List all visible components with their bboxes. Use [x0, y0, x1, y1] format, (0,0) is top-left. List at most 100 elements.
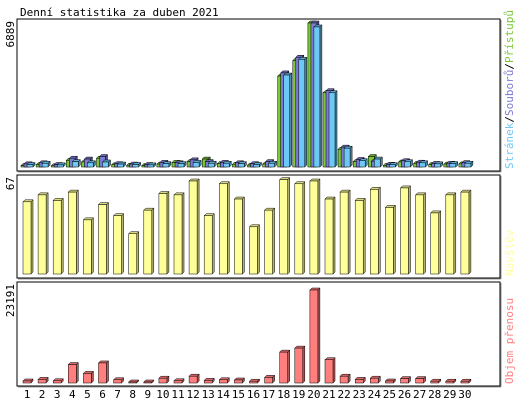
bar-bottom-Objem přenosu-day-12 [188, 375, 198, 384]
bar-side [287, 177, 290, 275]
legend-separator: / [503, 63, 516, 70]
bar-top [294, 345, 306, 349]
x-tick-label-day-5: 5 [84, 388, 91, 401]
bar-top-Stránek-day-20 [313, 26, 321, 168]
bar-middle-Návštěv-day-13 [203, 215, 213, 275]
bar-middle-Návštěv-day-7 [113, 215, 122, 275]
bar-middle-Návštěv-day-16 [249, 226, 258, 275]
bar-side [45, 192, 49, 275]
bar-middle-Návštěv-day-2 [37, 194, 47, 275]
bar-top-Stránek-day-2 [41, 162, 49, 168]
bar-top [414, 192, 427, 196]
chart-panels: 6889Stránek/Souborů/Přístupů67Návštěv231… [4, 10, 516, 388]
bar-top [460, 189, 472, 193]
bar-bottom-Objem přenosu-day-7 [113, 379, 122, 384]
bar-top [430, 210, 442, 214]
x-tick-label-day-28: 28 [428, 388, 441, 401]
bar-bottom-Objem přenosu-day-17 [264, 377, 273, 384]
x-axis-day-labels: 1 2 3 4 5 6 7 8 9 10 11 12 13 14 15 16 17 18 19 20 21 22 23 24 2… [24, 388, 472, 401]
bar-side [76, 189, 79, 275]
bar-top-Stránek-day-18 [283, 74, 290, 168]
bar-top [233, 377, 246, 381]
bar-top [430, 378, 442, 382]
bar-top [203, 378, 215, 381]
bar-top-Stránek-day-19 [298, 59, 306, 168]
bar-side [211, 213, 215, 275]
bar-top [97, 360, 110, 364]
bar-top-Stránek-day-4 [72, 161, 79, 168]
bar-bottom-Objem přenosu-day-11 [173, 380, 183, 384]
legend-item: Návštěv [503, 229, 516, 276]
bar-top [279, 177, 291, 180]
bar-side [362, 197, 366, 275]
y-max-label: 67 [4, 177, 17, 190]
bar-top-Stránek-day-11 [177, 163, 185, 168]
bar-top-Stránek-day-28 [434, 163, 441, 168]
bar-bottom-Objem přenosu-day-6 [98, 362, 107, 384]
bar-top [279, 349, 291, 353]
bar-side [181, 192, 185, 275]
bar-middle-Návštěv-day-17 [264, 209, 273, 275]
bar-side [302, 345, 306, 384]
x-tick-label-day-30: 30 [458, 388, 471, 401]
panel-frame [16, 281, 501, 387]
bar-bottom-Objem přenosu-day-10 [158, 377, 168, 384]
bar-middle-Návštěv-day-6 [98, 204, 107, 275]
bar-top-Stránek-day-12 [192, 162, 200, 168]
bar-top [97, 202, 110, 205]
bar-top [294, 181, 306, 185]
bar-side [438, 210, 441, 275]
bar-bottom-Objem přenosu-day-28 [430, 380, 439, 384]
bar-top-Stránek-day-23 [358, 160, 366, 168]
bar-top [128, 379, 140, 383]
bar-middle-Návštěv-day-18 [279, 179, 288, 275]
bar-side [349, 145, 353, 168]
x-tick-label-day-17: 17 [262, 388, 275, 401]
bar-middle-Návštěv-day-24 [370, 189, 379, 275]
x-tick-label-day-23: 23 [353, 388, 366, 401]
bar-top [384, 378, 397, 382]
bar-top [158, 191, 170, 194]
x-tick-label-day-19: 19 [292, 388, 305, 401]
bar-bottom-Objem přenosu-day-15 [234, 379, 243, 384]
legend-item: Přístupů [503, 10, 516, 63]
panel-legend: Objem přenosu [503, 298, 516, 384]
bar-bottom-Objem přenosu-day-9 [143, 381, 153, 384]
x-tick-label-day-22: 22 [337, 388, 350, 401]
bar-top [369, 187, 381, 190]
bar-side [289, 72, 292, 168]
bar-middle-Návštěv-day-11 [173, 194, 183, 275]
bar-middle-Návštěv-day-1 [22, 201, 32, 275]
panel-frame [16, 18, 501, 172]
panel-middle: 67 Návštěv [4, 174, 516, 280]
bar-side [106, 360, 109, 384]
x-tick-label-day-18: 18 [277, 388, 290, 401]
bar-top [445, 378, 457, 382]
bar-top-Stránek-day-25 [389, 164, 396, 168]
bar-bottom-Objem přenosu-day-13 [203, 380, 213, 384]
panel-legend: Stránek/Souborů/Přístupů [503, 10, 516, 169]
bar-top-Stránek-day-16 [253, 164, 260, 168]
bar-middle-Návštěv-day-15 [234, 198, 243, 275]
bar-top-Stránek-day-21 [328, 92, 336, 168]
bar-bottom-Objem přenosu-day-2 [37, 379, 47, 384]
bar-top [37, 192, 49, 196]
x-tick-label-day-11: 11 [171, 388, 184, 401]
bar-top [248, 224, 261, 228]
bar-middle-Návštěv-day-19 [294, 183, 304, 275]
x-tick-label-day-29: 29 [443, 388, 456, 401]
x-tick-label-day-13: 13 [202, 388, 215, 401]
panel-bottom: 23191 Objem přenosu [4, 281, 516, 388]
bar-top-Stránek-day-5 [87, 162, 94, 168]
bar-top [67, 362, 79, 365]
bar-bottom-Objem přenosu-day-8 [128, 381, 137, 384]
bar-side [60, 197, 64, 275]
x-tick-label-day-9: 9 [144, 388, 151, 401]
bar-side [334, 90, 338, 168]
bar-middle-Návštěv-day-5 [83, 219, 92, 275]
bar-top-Stránek-day-10 [162, 163, 170, 168]
bar-side [332, 196, 336, 275]
x-tick-label-day-15: 15 [232, 388, 245, 401]
bar-top [384, 205, 397, 208]
bar-side [106, 201, 109, 275]
